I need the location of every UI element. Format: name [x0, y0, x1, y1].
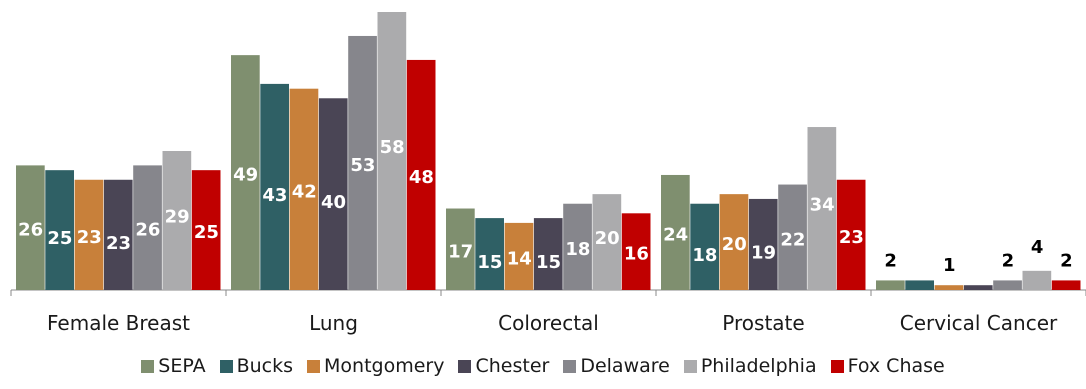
data-label: 19 [751, 242, 776, 263]
legend-label: Fox Chase [847, 355, 945, 377]
data-label: 2 [1060, 250, 1073, 271]
data-label: 4 [1031, 237, 1044, 258]
data-label: 18 [565, 239, 590, 260]
bar-bucks-4 [905, 280, 934, 290]
bar-chester-0 [103, 179, 133, 290]
legend-swatch [307, 359, 321, 373]
data-label: 20 [595, 228, 620, 249]
data-label: 20 [722, 234, 747, 255]
bar-philadelphia-3 [807, 127, 837, 290]
bar-montgomery-2 [504, 222, 534, 290]
bar-philadelphia-2 [592, 194, 622, 290]
legend-item-montgomery: Montgomery [307, 355, 444, 377]
legend-item-sepa: SEPA [141, 355, 206, 377]
data-label: 23 [106, 233, 131, 254]
bar-fox-chase-4 [1051, 280, 1081, 290]
legend-swatch [830, 359, 844, 373]
category-label: Cervical Cancer [900, 311, 1058, 335]
bar-chester-4 [963, 285, 993, 290]
bar-bucks-2 [475, 218, 504, 290]
bar-chester-2 [533, 218, 563, 290]
legend-item-chester: Chester [458, 355, 549, 377]
bar-philadelphia-4 [1022, 270, 1052, 290]
data-label: 34 [810, 195, 835, 216]
data-label: 2 [884, 250, 897, 271]
legend-label: Bucks [236, 355, 294, 377]
bar-delaware-1 [348, 35, 377, 291]
data-label: 26 [135, 220, 160, 241]
legend-swatch [141, 359, 155, 373]
bar-bucks-0 [45, 170, 74, 290]
bar-delaware-4 [993, 280, 1022, 290]
bar-delaware-0 [133, 165, 162, 290]
bar-sepa-4 [876, 280, 905, 290]
bar-fox-chase-3 [836, 179, 866, 290]
bar-montgomery-4 [934, 285, 964, 290]
legend-label: Delaware [580, 355, 670, 377]
legend-item-bucks: Bucks [219, 355, 294, 377]
legend-swatch [219, 359, 233, 373]
bar-delaware-3 [778, 184, 807, 290]
data-label: 15 [536, 252, 561, 273]
data-label: 48 [409, 167, 434, 188]
legend-label: Montgomery [324, 355, 445, 377]
legend-label: Philadelphia [700, 355, 817, 377]
data-label: 17 [448, 241, 473, 262]
bar-sepa-0 [16, 165, 45, 290]
category-label: Female Breast [47, 311, 190, 335]
legend-label: SEPA [158, 355, 206, 377]
category-label: Colorectal [498, 311, 599, 335]
category-label: Lung [309, 311, 358, 335]
data-label: 29 [165, 207, 190, 228]
bar-sepa-1 [231, 55, 260, 290]
bar-bucks-1 [260, 83, 289, 291]
bar-delaware-2 [563, 203, 592, 290]
data-label: 58 [380, 137, 405, 158]
legend: SEPA Bucks Montgomery Chester Delaware Philad… [0, 348, 1086, 384]
legend-label: Chester [475, 355, 550, 377]
legend-swatch [683, 359, 697, 373]
bar-bucks-3 [690, 203, 719, 290]
bar-sepa-3 [661, 174, 690, 290]
data-label: 2 [1002, 250, 1015, 271]
data-label: 15 [477, 252, 502, 273]
legend-item-philadelphia: Philadelphia [683, 355, 817, 377]
legend-item-fox-chase: Fox Chase [830, 355, 945, 377]
category-label: Prostate [722, 311, 804, 335]
bar-fox-chase-2 [621, 213, 651, 290]
data-label: 22 [780, 229, 805, 250]
data-label: 23 [839, 227, 864, 248]
data-label: 40 [321, 192, 346, 213]
legend-swatch [458, 359, 472, 373]
data-label: 49 [233, 165, 258, 186]
bar-fox-chase-0 [191, 170, 221, 290]
bar-chester-3 [748, 198, 778, 290]
bar-philadelphia-1 [377, 12, 407, 290]
bar-sepa-2 [446, 208, 475, 290]
data-label: 53 [350, 155, 375, 176]
bar-montgomery-0 [74, 179, 104, 290]
bar-chester-1 [318, 98, 348, 290]
bar-montgomery-1 [289, 88, 319, 290]
data-label: 25 [194, 222, 219, 243]
legend-swatch [563, 359, 577, 373]
bar-philadelphia-0 [162, 151, 192, 290]
data-label: 25 [47, 228, 72, 249]
data-label: 23 [77, 227, 102, 248]
data-label: 1 [943, 255, 956, 276]
data-label: 18 [692, 245, 717, 266]
data-label: 42 [292, 181, 317, 202]
legend-item-delaware: Delaware [563, 355, 670, 377]
data-label: 26 [18, 220, 43, 241]
data-label: 43 [262, 185, 287, 206]
data-label: 24 [663, 224, 688, 245]
data-label: 16 [624, 244, 649, 265]
bar-fox-chase-1 [406, 59, 436, 291]
bar-montgomery-3 [719, 194, 749, 290]
data-label: 14 [507, 248, 532, 269]
